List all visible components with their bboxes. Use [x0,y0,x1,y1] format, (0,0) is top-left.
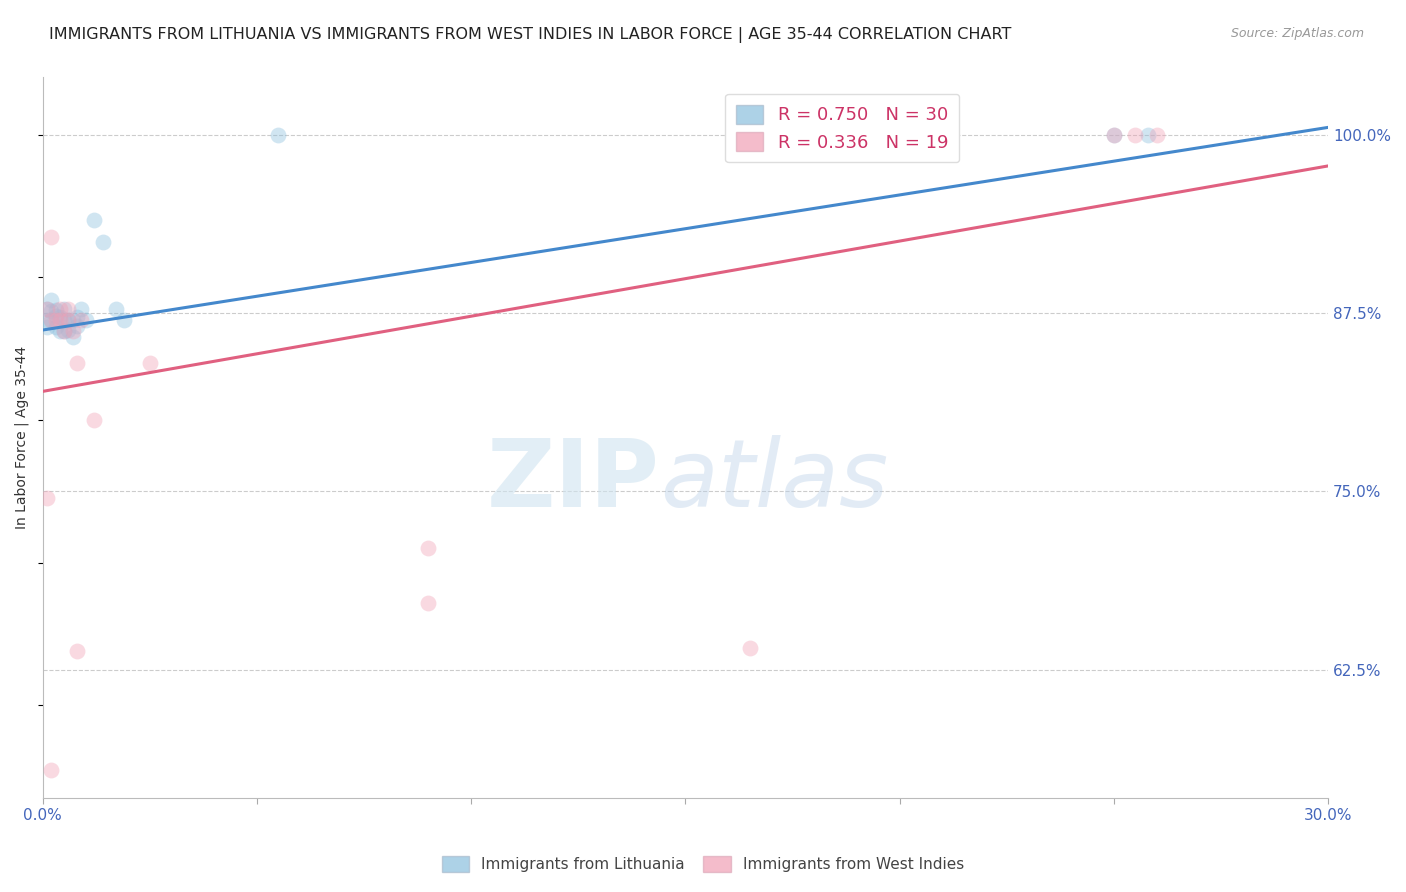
Point [66,644,89,658]
Point [39,230,62,244]
Point [35,491,58,506]
Point [58,323,80,337]
Point [39,313,62,327]
Point [418,596,440,610]
Text: Source: ZipAtlas.com: Source: ZipAtlas.com [1230,27,1364,40]
Text: ZIP: ZIP [486,435,659,527]
Point [139,356,162,370]
Point [53,325,76,339]
Point [45,313,67,327]
Point [91,235,114,249]
Point [738,641,761,656]
Point [45,303,67,318]
Point [62,330,84,344]
Point [58,313,80,327]
Point [1146,128,1168,142]
Point [35,313,58,327]
Point [66,318,89,333]
Point [1137,128,1160,142]
Point [53,325,76,339]
Point [35,301,58,316]
Point [1102,128,1125,142]
Y-axis label: In Labor Force | Age 35-44: In Labor Force | Age 35-44 [15,346,30,529]
Point [49,301,72,316]
Point [45,309,67,323]
Point [1123,128,1146,142]
Point [889,130,911,145]
Point [70,301,93,316]
Point [70,313,93,327]
Point [58,301,80,316]
Point [66,356,89,370]
Point [104,301,127,316]
Point [49,310,72,325]
Point [58,313,80,327]
Legend: R = 0.750   N = 30, R = 0.336   N = 19: R = 0.750 N = 30, R = 0.336 N = 19 [725,94,959,162]
Point [418,541,440,556]
Point [45,320,67,334]
Point [62,325,84,339]
Point [66,310,89,325]
Point [75,313,97,327]
Point [112,313,135,327]
Text: IMMIGRANTS FROM LITHUANIA VS IMMIGRANTS FROM WEST INDIES IN LABOR FORCE | AGE 35: IMMIGRANTS FROM LITHUANIA VS IMMIGRANTS … [49,27,1011,43]
Point [39,293,62,307]
Point [49,313,72,327]
Point [35,320,58,334]
Point [39,763,62,777]
Point [267,128,290,142]
Point [39,313,62,327]
Point [83,213,105,227]
Point [49,325,72,339]
Point [1102,128,1125,142]
Point [62,313,84,327]
Point [83,413,105,427]
Point [53,301,76,316]
Text: atlas: atlas [659,435,889,526]
Point [35,301,58,316]
Point [53,313,76,327]
Point [39,304,62,318]
Legend: Immigrants from Lithuania, Immigrants from West Indies: Immigrants from Lithuania, Immigrants fr… [434,848,972,880]
